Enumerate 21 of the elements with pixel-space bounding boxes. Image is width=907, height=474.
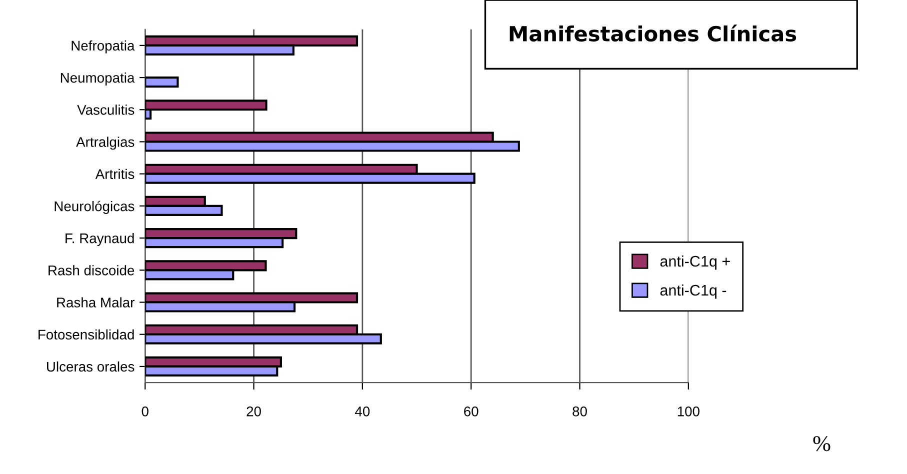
x-tick-label: 0 bbox=[142, 406, 148, 416]
legend-label: anti-C1q - bbox=[660, 284, 726, 299]
y-tick-label: Rash discoide bbox=[48, 265, 134, 276]
x-tick-label: 20 bbox=[246, 406, 261, 416]
y-tick-label: Artritis bbox=[95, 168, 134, 180]
y-tick-label: Artralgias bbox=[76, 136, 134, 150]
y-tick-label: Ulceras orales bbox=[47, 361, 134, 372]
x-tick-label: 40 bbox=[355, 406, 370, 416]
y-tick-label: Fotosensiblidad bbox=[38, 329, 134, 340]
y-tick-label: Vasculitis bbox=[77, 104, 134, 115]
y-tick-label: Neumopatia bbox=[60, 72, 135, 86]
chart-title: Manifestaciones Clínicas bbox=[510, 24, 796, 42]
y-tick-label: Nefropatia bbox=[72, 40, 135, 54]
text: % bbox=[813, 436, 830, 452]
legend-label: anti-C1q + bbox=[660, 255, 730, 270]
y-tick-label: Neurológicas bbox=[54, 200, 134, 214]
y-tick-label: F. Raynaud bbox=[66, 233, 134, 246]
y-tick-label: Rasha Malar bbox=[57, 297, 134, 308]
x-tick-label: 80 bbox=[572, 406, 587, 416]
x-tick-label: 100 bbox=[678, 406, 700, 416]
x-tick-label: 60 bbox=[464, 406, 478, 416]
